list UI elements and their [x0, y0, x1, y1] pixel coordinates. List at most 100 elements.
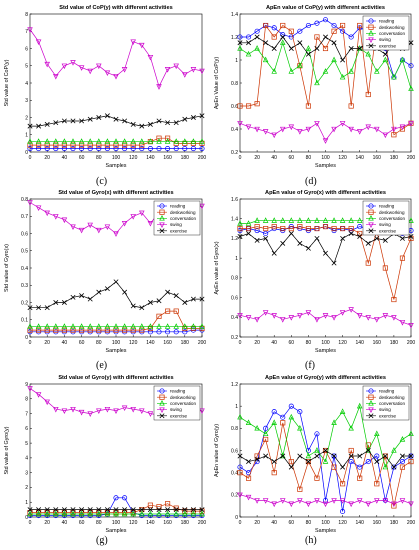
point-swing — [331, 498, 337, 504]
point-conversation — [78, 510, 85, 517]
point-exercise — [297, 40, 303, 46]
series-line-deskworking — [240, 226, 412, 300]
point-exercise — [305, 51, 311, 57]
point-deskworking — [322, 224, 329, 230]
x-tick-label: 160 — [163, 520, 172, 526]
y-tick-label: 0.2 — [231, 150, 238, 156]
point-swing — [87, 222, 93, 229]
point-deskworking — [199, 508, 205, 514]
chart-std-gyro-x: Std value of Gyro(x) with different acti… — [4, 190, 206, 354]
point-conversation — [382, 463, 389, 470]
point-deskworking — [348, 447, 354, 454]
point-reading — [79, 146, 85, 152]
point-deskworking — [340, 22, 346, 29]
point-swing — [356, 129, 363, 135]
point-swing — [78, 65, 85, 71]
point-exercise — [263, 40, 269, 46]
point-reading — [348, 34, 354, 40]
legend-label: reading — [379, 19, 395, 24]
point-reading — [374, 453, 380, 459]
point-reading — [156, 146, 162, 152]
point-deskworking — [340, 481, 346, 487]
point-swing — [279, 317, 286, 323]
point-conversation — [279, 217, 286, 223]
point-conversation — [121, 323, 128, 329]
plot-frame — [29, 13, 203, 153]
point-reading — [245, 34, 252, 40]
point-deskworking — [156, 135, 162, 141]
x-tick-label: 200 — [407, 520, 416, 526]
point-deskworking — [53, 510, 59, 516]
point-swing — [78, 227, 85, 234]
point-deskworking — [182, 508, 188, 514]
point-conversation — [61, 510, 68, 517]
point-exercise — [139, 305, 145, 311]
legend-label: swing — [379, 222, 391, 227]
point-conversation — [182, 510, 188, 517]
y-axis-label: Std value of Gyro(x) — [4, 244, 10, 292]
point-swing — [382, 498, 389, 504]
point-exercise — [190, 115, 196, 120]
point-conversation — [87, 323, 93, 329]
point-swing — [156, 84, 162, 90]
point-exercise — [173, 507, 179, 513]
point-conversation — [365, 50, 372, 57]
point-swing — [104, 406, 111, 413]
legend-label: deskworking — [379, 25, 405, 30]
point-exercise — [314, 235, 320, 241]
series-line-deskworking — [30, 310, 202, 331]
x-tick-label: 120 — [129, 155, 138, 161]
point-reading — [340, 28, 346, 34]
point-conversation — [271, 217, 277, 223]
point-swing — [374, 126, 380, 133]
x-tick-label: 100 — [321, 520, 330, 526]
point-deskworking — [87, 327, 93, 333]
x-tick-label: 140 — [146, 155, 155, 161]
y-tick-label: 0.6 — [21, 231, 28, 237]
point-reading — [53, 146, 59, 152]
point-conversation — [87, 510, 93, 517]
point-exercise — [399, 453, 405, 459]
point-swing — [408, 323, 414, 329]
point-conversation — [262, 217, 269, 223]
chart-std-gyro-y: Std value of Gyro(y) with different acti… — [4, 375, 207, 534]
x-tick-label: 100 — [112, 155, 121, 161]
legend-marker — [368, 37, 374, 43]
point-reading — [104, 146, 110, 152]
point-swing — [262, 129, 269, 135]
x-tick-label: 200 — [198, 155, 207, 161]
point-conversation — [279, 39, 286, 45]
point-exercise — [53, 507, 59, 513]
point-swing — [44, 399, 50, 406]
point-swing — [305, 126, 312, 133]
point-swing — [374, 498, 380, 504]
panel-tag-h: (h) — [305, 535, 317, 546]
point-conversation — [199, 323, 205, 329]
point-reading — [357, 464, 363, 470]
point-swing — [314, 498, 320, 504]
point-conversation — [245, 50, 252, 57]
x-tick-label: 200 — [198, 520, 207, 526]
legend-marker — [368, 394, 374, 400]
point-exercise — [382, 237, 388, 243]
point-reading — [87, 146, 93, 152]
point-conversation — [96, 510, 102, 517]
point-conversation — [348, 68, 354, 74]
point-reading — [280, 414, 286, 420]
y-tick-label: 1.2 — [231, 35, 238, 41]
y-tick-label: 0.3 — [21, 283, 28, 289]
legend-marker — [159, 394, 165, 400]
legend-marker — [159, 215, 165, 221]
point-exercise — [27, 123, 33, 129]
point-reading — [365, 459, 371, 465]
series-conversation — [27, 138, 205, 144]
legend-marker — [368, 388, 374, 394]
legend-marker — [159, 209, 165, 215]
point-swing — [130, 39, 136, 45]
point-swing — [408, 121, 414, 127]
point-swing — [279, 126, 286, 133]
point-deskworking — [104, 510, 110, 516]
point-deskworking — [263, 436, 269, 442]
point-exercise — [139, 507, 145, 513]
point-deskworking — [314, 475, 320, 481]
